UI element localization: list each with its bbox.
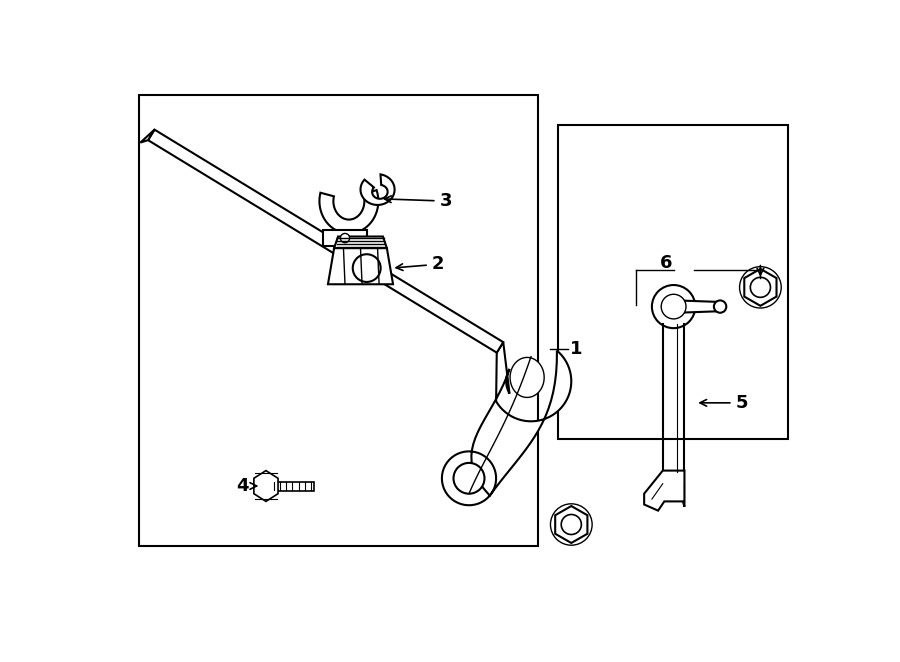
- Circle shape: [751, 277, 770, 297]
- Text: 2: 2: [396, 256, 445, 273]
- Bar: [267, 482, 314, 491]
- Polygon shape: [744, 269, 777, 306]
- Bar: [139, 95, 538, 546]
- Circle shape: [652, 285, 696, 328]
- Circle shape: [714, 301, 726, 312]
- Text: 6: 6: [660, 254, 672, 271]
- Circle shape: [454, 463, 484, 494]
- Polygon shape: [140, 130, 155, 142]
- Polygon shape: [510, 357, 544, 397]
- Polygon shape: [442, 342, 572, 505]
- Polygon shape: [148, 130, 503, 353]
- Polygon shape: [320, 190, 378, 234]
- Polygon shape: [334, 236, 387, 248]
- Text: 1: 1: [570, 340, 582, 358]
- Polygon shape: [644, 471, 685, 510]
- Circle shape: [353, 254, 381, 282]
- Text: 5: 5: [700, 394, 748, 412]
- Polygon shape: [328, 248, 393, 284]
- Circle shape: [562, 514, 581, 534]
- Polygon shape: [361, 174, 394, 205]
- Polygon shape: [555, 506, 588, 543]
- Bar: [557, 125, 788, 439]
- Polygon shape: [678, 301, 720, 312]
- Circle shape: [340, 234, 349, 243]
- Polygon shape: [254, 471, 278, 501]
- Polygon shape: [323, 230, 366, 246]
- Text: 3: 3: [384, 192, 452, 210]
- Circle shape: [662, 295, 686, 319]
- Text: 4: 4: [237, 477, 256, 495]
